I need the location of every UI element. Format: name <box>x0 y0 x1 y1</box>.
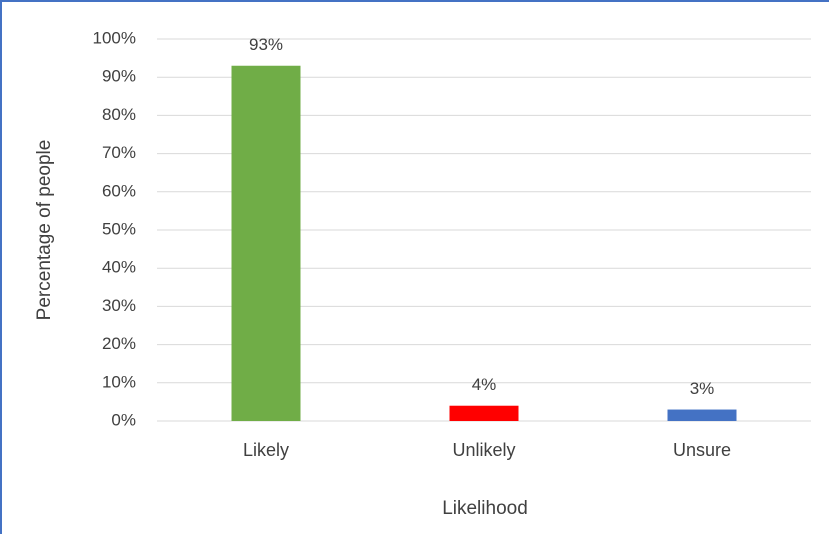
y-tick-label: 0% <box>111 410 136 429</box>
y-tick-label: 100% <box>93 28 136 47</box>
x-axis-title: Likelihood <box>442 498 528 519</box>
y-axis-tick-labels: 0% 10% 20% 30% 40% 50% 60% 70% 80% 90% 100% <box>93 28 136 429</box>
y-tick-label: 40% <box>102 258 136 277</box>
bar-likely <box>231 65 301 422</box>
category-label-likely: Likely <box>243 440 289 460</box>
bars <box>231 65 737 422</box>
bar-unsure <box>667 409 737 421</box>
y-tick-label: 80% <box>102 105 136 124</box>
y-tick-label: 90% <box>102 67 136 86</box>
y-tick-label: 10% <box>102 372 136 391</box>
data-label-unlikely: 4% <box>472 375 497 394</box>
category-label-unsure: Unsure <box>673 440 731 460</box>
y-tick-label: 30% <box>102 296 136 315</box>
y-axis-title: Percentage of people <box>34 140 55 321</box>
y-tick-label: 70% <box>102 143 136 162</box>
category-label-unlikely: Unlikely <box>452 440 515 460</box>
y-tick-label: 60% <box>102 181 136 200</box>
y-tick-label: 50% <box>102 219 136 238</box>
data-label-likely: 93% <box>249 35 283 54</box>
x-axis-category-labels: Likely Unlikely Unsure <box>243 440 731 460</box>
data-labels: 93% 4% 3% <box>249 35 714 398</box>
data-label-unsure: 3% <box>690 379 715 398</box>
y-tick-label: 20% <box>102 334 136 353</box>
bar-unlikely <box>449 405 519 421</box>
